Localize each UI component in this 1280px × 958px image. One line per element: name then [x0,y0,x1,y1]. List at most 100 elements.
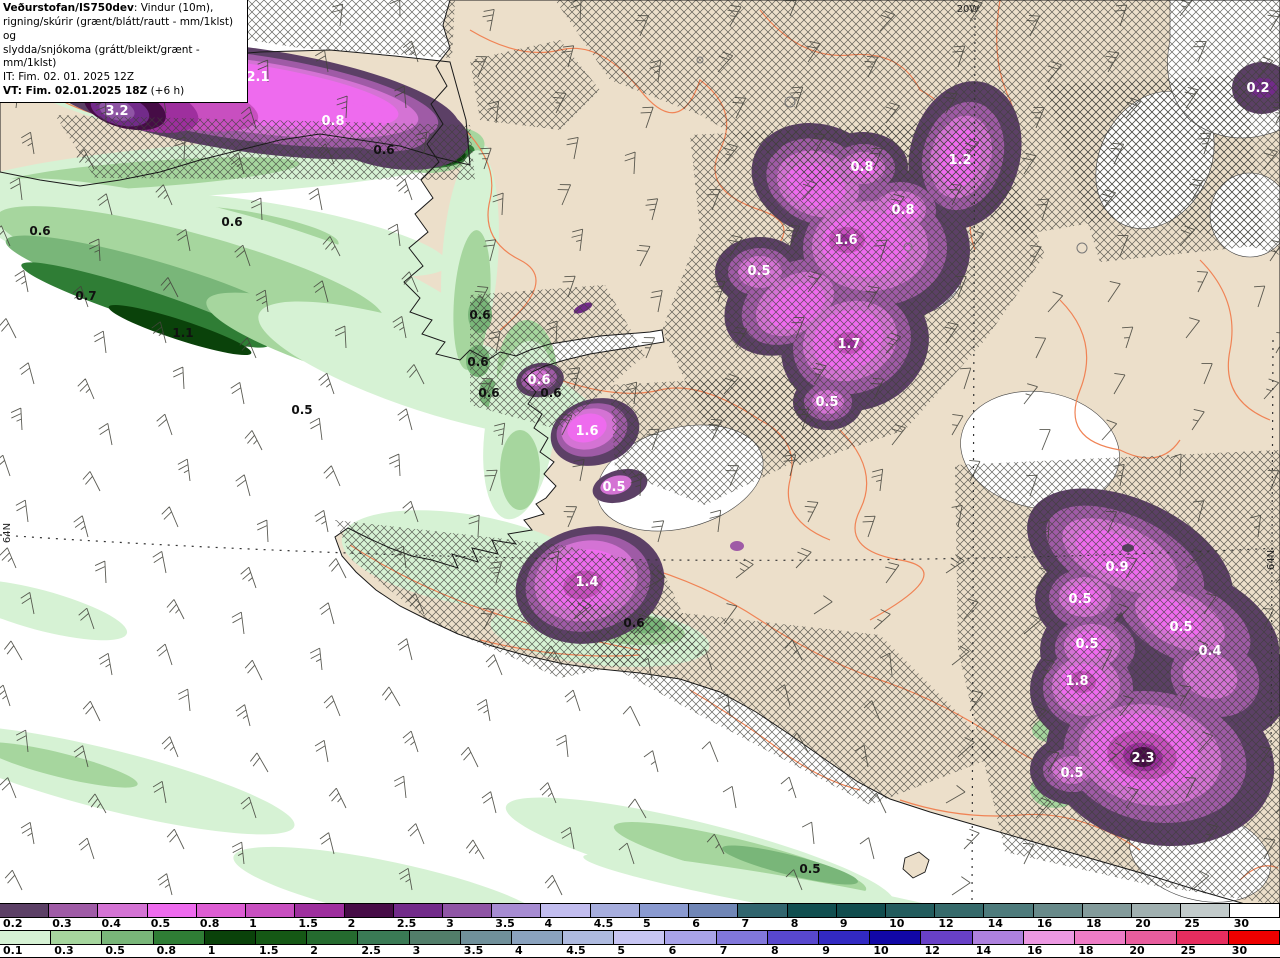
map-value-label: 0.5 [1075,637,1098,652]
wind-barb [952,45,966,68]
wind-barb [723,373,740,395]
map-value-label: 0.6 [478,386,499,400]
wind-barb [567,367,581,390]
wind-barb [231,611,245,635]
wind-barb [1023,383,1038,405]
colorbar-tick-label: 10 [873,944,889,957]
wind-barb [166,828,185,850]
wind-barb [95,100,107,124]
wind-barb [786,224,801,247]
wind-barb [1203,823,1218,845]
map-value-label: 0.8 [850,160,873,175]
colorbar-tick-label: 0.8 [199,917,220,930]
wind-barb [570,0,582,22]
colorbar-segment [98,904,147,917]
wind-barb [547,550,560,574]
lakes [696,56,1088,254]
wind-barb [1269,701,1280,722]
colorbar-tick-label: 14 [975,944,992,957]
wind-barb [256,519,269,543]
wind-barb [960,367,972,390]
wind-barb [392,316,407,339]
wind-barb [479,378,494,400]
wind-barb [1191,639,1209,661]
meridian-label: 20W [957,4,980,15]
wind-barb [487,100,500,124]
wind-barb [560,826,575,850]
wind-barb [963,138,980,160]
wind-barb [97,193,113,216]
wind-barb [1113,372,1126,395]
map-value-label: 1.6 [834,233,857,248]
wind-barb [161,736,179,758]
wind-barb [1039,429,1051,451]
wind-barb [1275,562,1280,584]
colorbar-tick-label: 18 [1078,944,1094,957]
colorbar-segment [1228,931,1279,944]
wind-barb [478,147,492,170]
map-value-label: 0.5 [602,480,625,495]
wind-barb [239,337,257,359]
colorbar-segment [246,904,295,917]
wind-barb [1254,285,1266,308]
wind-barb [231,841,245,865]
colorbar-segment [1132,904,1181,917]
wind-barb [317,143,335,165]
wind-barb [646,428,660,451]
colorbar-tick-label: 1.5 [298,917,318,930]
colorbar-segment [307,931,358,944]
wind-barb [235,704,251,727]
wind-barb [393,545,407,569]
wind-barb [624,151,636,175]
wind-barb [473,56,488,78]
wind-barb [1101,189,1116,211]
wind-barb [318,372,335,395]
wind-barb [1047,750,1060,773]
wind-barb [563,506,578,528]
wind-barb [1026,14,1041,37]
colorbar-tick-label: 5 [617,944,626,957]
wind-barb [15,499,29,523]
colorbar-tick-label: 0.8 [156,944,177,957]
wind-barb [93,330,107,354]
colorbar-tick-label: 3 [412,944,421,957]
colorbar-segment [0,904,49,917]
wind-barb [732,96,747,119]
wind-barb [546,320,558,344]
wind-barb [566,136,579,160]
wind-barb [1029,705,1047,727]
wind-barb [955,276,967,298]
map-value-label: 0.6 [373,143,394,157]
wind-barb [250,197,263,221]
wind-barb [402,730,419,753]
wind-barb [1201,363,1213,385]
wind-barb [1107,281,1121,303]
wind-barb [869,148,883,170]
wind-barb [72,285,89,308]
map-value-label: 0.8 [321,114,344,129]
wind-barb [483,239,497,262]
colorbar-tick-label: 30 [1233,917,1250,930]
wind-barb [407,823,425,845]
wind-barb [573,599,592,620]
wind-barb [0,684,11,707]
wind-barb [812,363,827,385]
graticule-lines [0,17,1280,903]
wind-barb [1113,833,1131,855]
colorbar-tick-label: 0.2 [3,917,23,930]
wind-barb [1125,787,1139,809]
wind-barb [618,842,635,865]
wind-barb [234,244,251,267]
map-canvas[interactable]: 20W 64N 64N 2.1 3.2 0.8 0.2 1.2 0.8 0.8 1.6 0.5 1… [0,0,1280,903]
colorbar-tick-label: 2 [310,944,318,957]
wind-barb [871,468,884,492]
colorbar-tick-label: 2.5 [396,917,417,930]
colorbar-segment [442,904,492,917]
wind-barb [0,318,17,339]
wind-barb [789,732,809,753]
colorbar-segment [870,931,921,944]
wind-barb [1113,463,1125,487]
wind-barb [643,750,659,773]
map-value-label: 0.6 [29,224,50,238]
